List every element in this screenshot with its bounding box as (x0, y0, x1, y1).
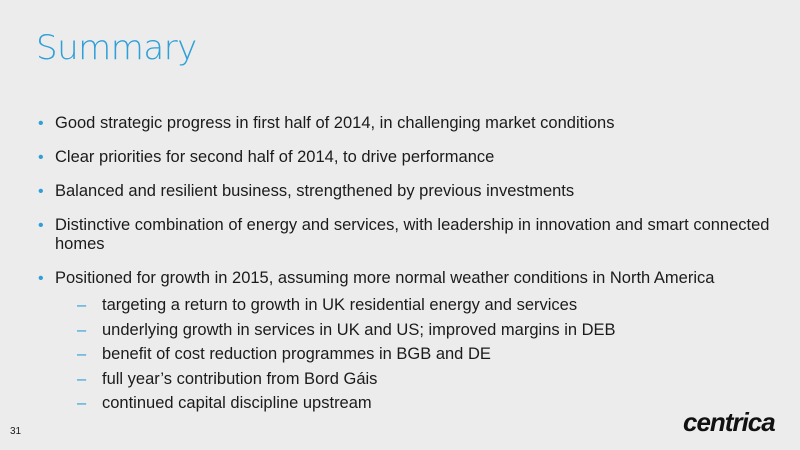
bullet-text: Balanced and resilient business, strengt… (55, 182, 575, 200)
bullet-marker: • (38, 149, 44, 166)
slide-title: Summary (36, 28, 197, 68)
sub-bullet-marker: – (77, 320, 87, 339)
bullet-marker: • (38, 217, 44, 234)
bullet-text: Distinctive combination of energy and se… (55, 216, 770, 253)
sub-bullet-item: – full year’s contribution from Bord Gái… (55, 367, 778, 392)
centrica-logo: centrica (683, 407, 776, 437)
bullet-text: Positioned for growth in 2015, assuming … (55, 269, 715, 287)
sub-bullet-item: – continued capital discipline upstream (55, 391, 778, 416)
sub-bullet-item: – benefit of cost reduction programmes i… (55, 342, 778, 367)
bullet-item: • Clear priorities for second half of 20… (38, 148, 778, 167)
sub-bullet-marker: – (77, 369, 87, 388)
sub-bullet-list: – targeting a return to growth in UK res… (55, 293, 778, 416)
bullet-marker: • (38, 270, 44, 287)
sub-bullet-marker: – (77, 394, 87, 412)
sub-bullet-marker: – (77, 296, 87, 314)
page-number: 31 (10, 426, 22, 437)
sub-bullet-marker: – (77, 345, 87, 363)
sub-bullet-text: underlying growth in services in UK and … (102, 320, 616, 339)
bullet-list: • Good strategic progress in first half … (38, 114, 778, 416)
bullet-item: • Balanced and resilient business, stren… (38, 182, 778, 201)
bullet-marker: • (38, 115, 44, 132)
sub-bullet-item: – targeting a return to growth in UK res… (55, 293, 778, 318)
bullet-text: Clear priorities for second half of 2014… (55, 148, 495, 166)
bullet-item: • Good strategic progress in first half … (38, 114, 778, 133)
sub-bullet-text: full year’s contribution from Bord Gáis (102, 369, 378, 388)
sub-bullet-text: targeting a return to growth in UK resid… (102, 296, 578, 314)
bullet-marker: • (38, 183, 44, 200)
bullet-text: Good strategic progress in first half of… (55, 114, 615, 132)
bullet-item: • Positioned for growth in 2015, assumin… (38, 269, 778, 416)
sub-bullet-item: – underlying growth in services in UK an… (55, 318, 778, 343)
bullet-item: • Distinctive combination of energy and … (38, 216, 778, 254)
sub-bullet-text: benefit of cost reduction programmes in … (102, 345, 491, 363)
sub-bullet-text: continued capital discipline upstream (102, 394, 372, 412)
